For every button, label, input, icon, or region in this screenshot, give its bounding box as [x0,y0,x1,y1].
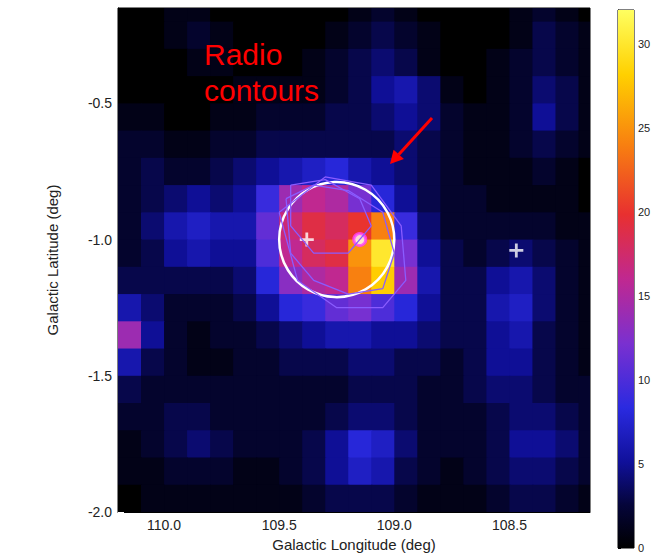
svg-text:5: 5 [638,458,644,470]
svg-text:25: 25 [638,122,650,134]
svg-text:-1.5: -1.5 [88,368,112,384]
svg-text:Galactic Longitude (deg): Galactic Longitude (deg) [272,536,435,553]
svg-text:108.5: 108.5 [492,517,527,533]
svg-text:20: 20 [638,206,650,218]
svg-text:-0.5: -0.5 [88,95,112,111]
svg-text:110.0: 110.0 [147,517,181,533]
svg-text:0: 0 [638,542,644,554]
svg-text:30: 30 [638,38,650,50]
svg-text:-1.0: -1.0 [88,232,112,248]
svg-text:-2.0: -2.0 [88,504,112,520]
svg-text:10: 10 [638,374,650,386]
svg-text:109.0: 109.0 [377,517,412,533]
svg-text:Galactic Latitude (deg): Galactic Latitude (deg) [44,185,61,336]
svg-text:109.5: 109.5 [262,517,297,533]
svg-text:Radio: Radio [204,38,282,71]
svg-text:contours: contours [204,74,319,107]
svg-text:15: 15 [638,290,650,302]
